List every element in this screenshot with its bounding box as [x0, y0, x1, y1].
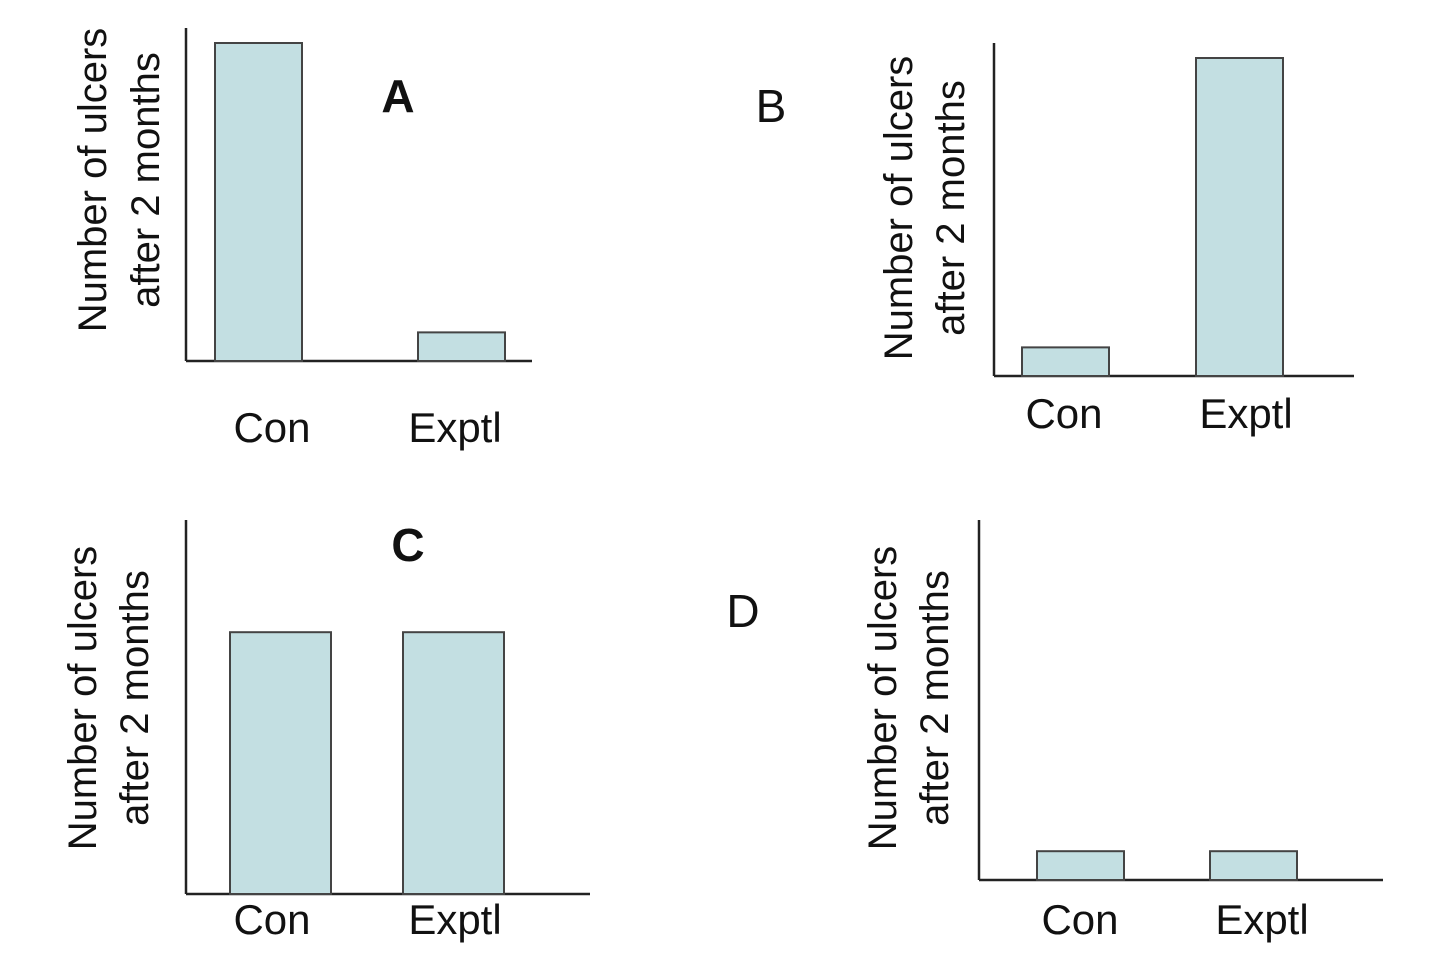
panel-d-tick-label-exptl: Exptl: [1215, 896, 1308, 943]
panel-c-tick-label-exptl: Exptl: [408, 896, 501, 943]
panel-d-y-axis-label-line-2: after 2 months: [913, 570, 957, 826]
panel-b-bar-exptl: [1195, 57, 1284, 377]
panel-a-bar-exptl: [417, 331, 506, 363]
panel-a-label: A: [381, 70, 414, 122]
panel-d: Con Exptl Number of ulcers after 2 months D: [726, 520, 1383, 943]
panel-d-bar-exptl: [1209, 850, 1298, 882]
panel-a-bar-con: [214, 42, 303, 362]
panel-b-label: B: [756, 80, 787, 132]
panel-a-tick-label-exptl: Exptl: [408, 404, 501, 451]
panel-c-tick-label-con: Con: [233, 896, 310, 943]
panel-b-bar-con: [1021, 346, 1110, 378]
panel-b-y-axis-label-line-2: after 2 months: [929, 80, 973, 336]
panel-d-tick-label-con: Con: [1041, 896, 1118, 943]
panel-a: Con Exptl Number of ulcers after 2 months A: [71, 28, 532, 451]
panel-a-y-axis-label-line-2: after 2 months: [124, 52, 168, 308]
panel-b-y-axis-label-line-1: Number of ulcers: [877, 56, 921, 361]
panel-c-y-axis-label-line-1: Number of ulcers: [61, 546, 105, 851]
panel-b: Con Exptl Number of ulcers after 2 months B: [756, 43, 1354, 437]
panel-d-y-axis-label-line-1: Number of ulcers: [861, 546, 905, 851]
panel-a-tick-label-con: Con: [233, 404, 310, 451]
panel-d-label: D: [726, 585, 759, 637]
panel-b-tick-label-con: Con: [1025, 390, 1102, 437]
panel-c-label: C: [391, 519, 424, 571]
panel-c-bar-exptl: [402, 631, 505, 895]
panel-c-bar-con: [229, 631, 332, 895]
panel-c: Con Exptl Number of ulcers after 2 months C: [61, 519, 590, 943]
panel-a-y-axis-label-line-1: Number of ulcers: [71, 28, 115, 333]
panel-d-bar-con: [1036, 850, 1125, 882]
panel-c-y-axis-label-line-2: after 2 months: [113, 570, 157, 826]
panel-b-tick-label-exptl: Exptl: [1199, 390, 1292, 437]
